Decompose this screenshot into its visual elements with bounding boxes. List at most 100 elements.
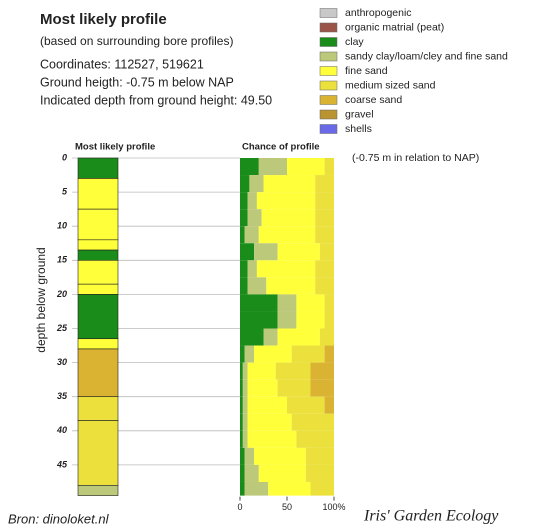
chance-segment [324, 311, 334, 329]
chance-segment [324, 158, 334, 176]
chance-segment [242, 379, 248, 397]
profile-layer [77, 208, 119, 241]
subtitle: (based on surrounding bore profiles) [40, 34, 233, 48]
legend-label: organic matrial (peat) [345, 21, 444, 33]
legend-label: gravel [345, 108, 374, 120]
chance-segment [296, 311, 325, 329]
chance-segment [287, 158, 325, 176]
chance-segment [240, 328, 264, 346]
chance-segment [240, 362, 243, 380]
chance-segment [266, 277, 316, 295]
legend-swatch [319, 37, 338, 47]
chance-segment [242, 413, 248, 431]
profile-layer [77, 396, 119, 421]
chance-segment [258, 226, 316, 244]
chance-segment [324, 345, 334, 363]
chance-segment [240, 294, 278, 312]
profile-layer [77, 157, 119, 179]
chance-segment [244, 226, 259, 244]
chance-segment [268, 481, 311, 496]
chance-segment [240, 260, 248, 278]
chance-segment [261, 209, 316, 227]
chance-segment [315, 277, 334, 295]
chance-segment [254, 345, 292, 363]
chance-segment [310, 379, 334, 397]
chance-segment [256, 192, 316, 210]
chance-segment [242, 430, 248, 448]
chance-segment [315, 175, 334, 193]
chance-segment [240, 226, 245, 244]
y-tick-label: 45 [56, 459, 68, 469]
chance-segment [256, 260, 316, 278]
chance-segment [244, 447, 255, 465]
chance-segment [319, 243, 334, 261]
y-tick-label: 20 [56, 289, 67, 299]
y-tick-label: 30 [57, 357, 67, 367]
profile-layer [77, 338, 119, 350]
chance-segment [296, 430, 334, 448]
chance-segment [247, 277, 267, 295]
chance-segment [240, 464, 245, 482]
legend-swatch [319, 8, 338, 18]
y-tick-label: 10 [57, 221, 67, 231]
profile-layer [77, 294, 119, 340]
legend-swatch [319, 124, 338, 134]
chance-segment [263, 328, 278, 346]
profile-layer [77, 178, 119, 210]
chance-segment [324, 396, 334, 414]
y-tick-label: 15 [57, 255, 68, 265]
chance-segment [249, 175, 264, 193]
chance-segment [247, 413, 292, 431]
legend-label: anthropogenic [345, 7, 412, 19]
legend-label: clay [345, 36, 364, 48]
legend-label: fine sand [345, 65, 388, 77]
chance-segment [275, 362, 311, 380]
chance-segment [247, 430, 297, 448]
y-tick-label: 5 [62, 186, 68, 196]
chance-segment [305, 447, 334, 465]
chance-segment [244, 481, 269, 496]
chance-segment [244, 345, 255, 363]
chance-segment [258, 464, 306, 482]
chance-segment [254, 243, 278, 261]
chance-segment [247, 396, 287, 414]
credit: Iris' Garden Ecology [363, 508, 499, 525]
legend-swatch [319, 109, 338, 120]
info-line: Indicated depth from ground height: 49.5… [40, 93, 272, 107]
chance-segment [319, 328, 334, 346]
chance-segment [240, 209, 248, 227]
chance-segment [240, 413, 243, 431]
chance-segment [258, 158, 287, 176]
profile-title: Most likely profile [75, 142, 155, 153]
chance-segment [242, 362, 248, 380]
chance-segment [315, 192, 334, 210]
chance-title: Chance of profile [242, 142, 320, 153]
chance-segment [247, 260, 257, 278]
chance-segment [247, 362, 276, 380]
chance-segment [240, 192, 248, 210]
chance-segment [240, 396, 243, 414]
chance-segment [240, 481, 245, 496]
chance-segment [263, 175, 316, 193]
chance-segment [242, 396, 248, 414]
chance-segment [240, 430, 243, 448]
legend-swatch [319, 66, 338, 76]
chance-segment [240, 175, 250, 193]
legend-label: sandy clay/loam/cley and fine sand [345, 50, 508, 62]
x-tick-label: 0 [237, 502, 242, 512]
chance-segment [315, 260, 334, 278]
chance-segment [240, 447, 245, 465]
info-line: Coordinates: 112527, 519621 [40, 57, 204, 71]
chance-segment [324, 294, 334, 312]
source: Bron: dinoloket.nl [8, 511, 110, 526]
y-tick-label: 40 [56, 425, 67, 435]
profile-layer [77, 239, 119, 251]
chance-segment [277, 379, 311, 397]
chance-segment [247, 379, 278, 397]
legend-label: shells [345, 123, 372, 135]
chance-segment [240, 311, 278, 329]
legend-label: coarse sand [345, 94, 402, 106]
y-tick-label: 0 [62, 152, 67, 162]
chance-segment [277, 328, 320, 346]
